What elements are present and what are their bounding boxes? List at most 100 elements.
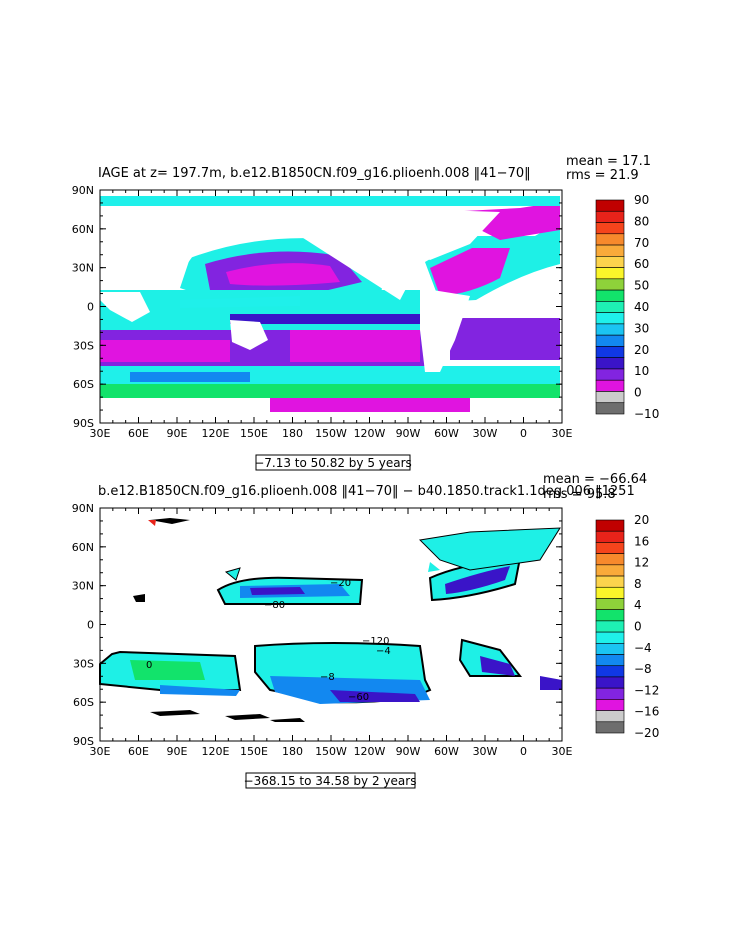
x-tick-label: 0	[520, 745, 527, 758]
colorbar-swatch	[595, 519, 625, 532]
colorbar-label: −4	[634, 641, 652, 655]
panel-1: IAGE at z= 197.7m, b.e12.B1850CN.f09_g16…	[72, 154, 659, 471]
colorbar-swatch	[595, 289, 625, 302]
colorbar-label: 12	[634, 556, 649, 570]
x-tick-label: 60E	[128, 427, 149, 440]
colorbar-swatch	[595, 267, 625, 280]
colorbar-swatch	[595, 530, 625, 543]
x-tick-label: 30E	[90, 745, 111, 758]
panel-1-contour-info: −7.13 to 50.82 by 5 years	[254, 456, 412, 470]
panel-2-contour-info: −368.15 to 34.58 by 2 years	[244, 774, 417, 788]
x-tick-label: 60E	[128, 745, 149, 758]
colorbar-swatch	[595, 564, 625, 577]
colorbar-swatch	[595, 598, 625, 610]
x-tick-label: 30W	[473, 427, 498, 440]
x-tick-label: 30W	[473, 745, 498, 758]
panel-2-axes: 30E 60E 90E 120E 150E 180 150W 120W 90W 60W 30W 0 30…	[72, 502, 573, 758]
x-tick-label: 150W	[315, 427, 347, 440]
colorbar-swatch	[595, 334, 625, 347]
colorbar-swatch	[595, 575, 625, 588]
panel-2-map	[99, 507, 563, 742]
y-tick-label: 90S	[73, 417, 94, 430]
x-tick-label: 30E	[90, 427, 111, 440]
colorbar-label: 20	[634, 343, 649, 357]
x-tick-label: 90W	[396, 745, 421, 758]
colorbar-swatch	[595, 710, 625, 723]
colorbar-swatch	[595, 256, 625, 268]
y-tick-label: 0	[87, 301, 94, 314]
panel-2: b.e12.B1850CN.f09_g16.plioenh.008 ‖41−70…	[72, 472, 659, 789]
x-tick-label: 180	[282, 427, 303, 440]
panel-1-stat-rms: rms = 21.9	[566, 168, 639, 183]
y-tick-label: 30S	[73, 339, 94, 352]
colorbar-swatch	[595, 643, 625, 655]
colorbar-swatch	[595, 586, 625, 599]
y-tick-label: 60N	[72, 223, 94, 236]
y-tick-label: 90N	[72, 502, 94, 515]
contour-label-2: −8	[320, 672, 335, 683]
colorbar-label: 0	[634, 620, 642, 634]
colorbar-label: 70	[634, 236, 649, 250]
contour-label-0: 0	[146, 660, 152, 671]
y-tick-label: 90S	[73, 735, 94, 748]
colorbar-label: 30	[634, 321, 649, 335]
x-tick-label: 150W	[315, 745, 347, 758]
colorbar-label: 8	[634, 577, 642, 591]
colorbar-swatch	[595, 402, 625, 415]
colorbar-label: −16	[634, 705, 659, 719]
x-tick-label: 120W	[354, 427, 386, 440]
x-tick-label: 180	[282, 745, 303, 758]
colorbar-label: 90	[634, 193, 649, 207]
colorbar-label: −8	[634, 662, 652, 676]
colorbar-swatch	[595, 301, 625, 313]
y-tick-label: 60S	[73, 696, 94, 709]
x-tick-label: 30E	[552, 745, 573, 758]
y-tick-label: 30N	[72, 262, 94, 275]
colorbar-label: 10	[634, 364, 649, 378]
contour-label-6: −60	[348, 692, 369, 703]
colorbar-swatch	[595, 210, 625, 223]
colorbar-label: 40	[634, 300, 649, 314]
x-tick-label: 120E	[202, 745, 230, 758]
y-tick-label: 60S	[73, 378, 94, 391]
y-tick-label: 60N	[72, 541, 94, 554]
panel-2-stat-mean: mean = −66.64	[543, 472, 647, 487]
colorbar-label: −20	[634, 726, 659, 740]
x-tick-label: 150E	[240, 745, 268, 758]
colorbar-swatch	[595, 391, 625, 404]
y-tick-label: 0	[87, 619, 94, 632]
colorbar-label: 80	[634, 214, 649, 228]
colorbar-swatch	[595, 222, 625, 235]
x-tick-label: 150E	[240, 427, 268, 440]
x-tick-label: 120W	[354, 745, 386, 758]
colorbar-swatch	[595, 379, 625, 392]
contour-label-1: −4	[376, 646, 391, 657]
colorbar-swatch	[595, 721, 625, 734]
colorbar-swatch	[595, 368, 625, 381]
colorbar-swatch	[595, 312, 625, 325]
panel-1-colorbar: 90 80 70 60 50 40 30 20 10 0 −10	[595, 193, 659, 421]
colorbar-swatch	[595, 553, 625, 566]
colorbar-swatch	[595, 244, 625, 257]
colorbar-label: 50	[634, 279, 649, 293]
x-tick-label: 60W	[434, 745, 459, 758]
x-tick-label: 90W	[396, 427, 421, 440]
colorbar-label: 20	[634, 513, 649, 527]
colorbar-swatch	[595, 687, 625, 700]
colorbar-swatch	[595, 665, 625, 678]
contour-label-4: −120	[362, 636, 389, 647]
x-tick-label: 30E	[552, 427, 573, 440]
panel-1-title: IAGE at z= 197.7m, b.e12.B1850CN.f09_g16…	[98, 166, 531, 181]
contour-label-3: −20	[330, 578, 351, 589]
colorbar-swatch	[595, 278, 625, 291]
panel-1-axes: 30E 60E 90E 120E 150E 180 150W 120W 90W 60W 30W 0 30…	[72, 184, 573, 440]
y-tick-label: 30S	[73, 657, 94, 670]
contour-label-5: −80	[264, 600, 285, 611]
panel-2-colorbar: 20 16 12 8 4 0 −4 −8 −12 −16 −20	[595, 513, 659, 740]
colorbar-label: 16	[634, 534, 649, 548]
x-tick-label: 90E	[167, 427, 188, 440]
colorbar-label: 4	[634, 598, 642, 612]
colorbar-label: 60	[634, 257, 649, 271]
x-tick-label: 0	[520, 427, 527, 440]
